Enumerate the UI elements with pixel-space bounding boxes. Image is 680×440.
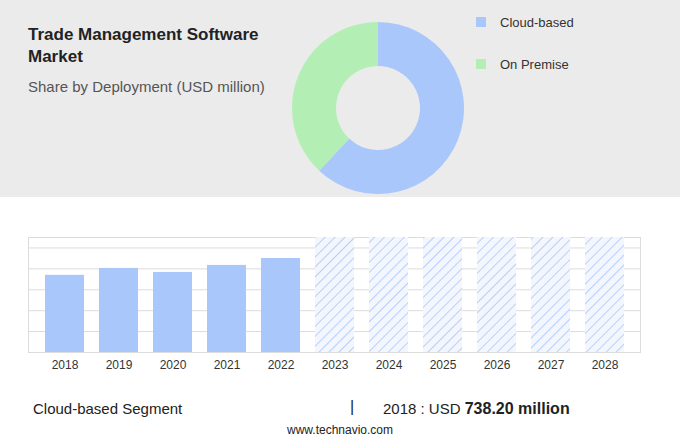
svg-text:2020: 2020	[160, 358, 187, 372]
svg-text:2028: 2028	[592, 358, 619, 372]
svg-text:2021: 2021	[214, 358, 241, 372]
html-text:Share by Deployment (USD milli: Share by Deployment (USD million)	[28, 78, 265, 95]
svg-text:2019: 2019	[106, 358, 133, 372]
svg-text:2018: 2018	[52, 358, 79, 372]
html-text:Cloud-based Segment: Cloud-based Segment	[33, 400, 183, 417]
html-text:Trade Management Software Mark: Trade Management Software Market	[28, 25, 259, 66]
html-text:Cloud-based: Cloud-based	[500, 14, 574, 30]
html-text:2018 : USD 738.20 million: 2018 : USD 738.20 million	[383, 400, 570, 417]
svg-text:2022: 2022	[268, 358, 295, 372]
svg-text:2027: 2027	[538, 358, 565, 372]
svg-text:2024: 2024	[376, 358, 403, 372]
html-text:On Premise: On Premise	[500, 56, 569, 72]
svg-text:2026: 2026	[484, 358, 511, 372]
svg-text:2023: 2023	[322, 358, 349, 372]
html-text:www.technavio.com: www.technavio.com	[287, 423, 393, 437]
svg-text:2025: 2025	[430, 358, 457, 372]
